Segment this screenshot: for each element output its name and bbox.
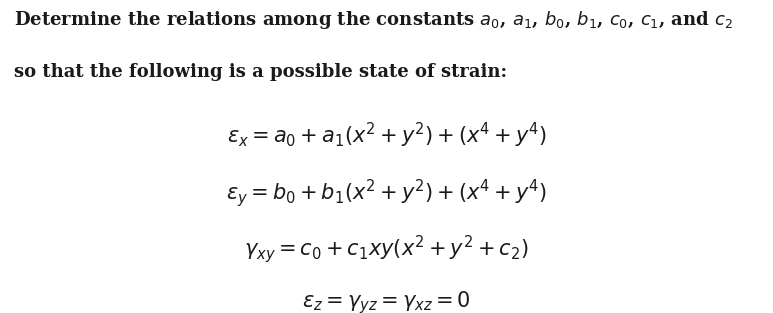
Text: so that the following is a possible state of strain:: so that the following is a possible stat… bbox=[14, 63, 507, 81]
Text: Determine the relations among the constants $a_0$, $a_1$, $b_0$, $b_1$, $c_0$, $: Determine the relations among the consta… bbox=[14, 9, 733, 31]
Text: $\gamma_{xy} = c_0 + c_1 xy(x^2 + y^2 + c_2)$: $\gamma_{xy} = c_0 + c_1 xy(x^2 + y^2 + … bbox=[244, 233, 529, 265]
Text: $\varepsilon_z = \gamma_{yz} = \gamma_{xz} = 0$: $\varepsilon_z = \gamma_{yz} = \gamma_{x… bbox=[302, 290, 471, 313]
Text: $\varepsilon_y = b_0 + b_1(x^2 + y^2) + (x^4 + y^4)$: $\varepsilon_y = b_0 + b_1(x^2 + y^2) + … bbox=[226, 177, 547, 209]
Text: $\varepsilon_x = a_0 + a_1(x^2 + y^2) + (x^4 + y^4)$: $\varepsilon_x = a_0 + a_1(x^2 + y^2) + … bbox=[226, 121, 547, 150]
